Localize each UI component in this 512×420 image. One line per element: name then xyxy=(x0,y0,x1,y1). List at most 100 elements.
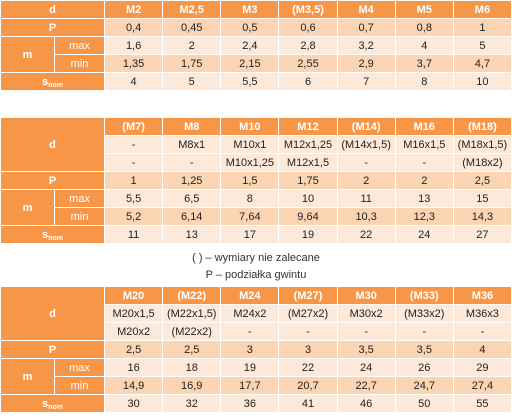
fine-thread-cell: M30x2 xyxy=(336,304,396,323)
pitch-cell: 0,5 xyxy=(220,18,280,37)
size-cell: (M33) xyxy=(394,286,454,305)
fine-thread-cell: - xyxy=(336,322,396,341)
pitch-cell: 3 xyxy=(278,340,338,359)
s-nom-row: snom 30 32 36 41 46 50 55 xyxy=(0,394,512,413)
pitch-row: P 1 1,25 1,5 1,75 2 2 2,5 xyxy=(0,171,512,190)
m-max-cell: 10 xyxy=(278,189,338,208)
m-max-cell: 1,6 xyxy=(104,36,164,55)
fine-thread-cell: - xyxy=(162,153,222,172)
size-header-row: d (M7) M8 M10 M12 (M14) M16 (M18) xyxy=(0,117,512,172)
size-cell: M2,5 xyxy=(162,0,222,19)
m-max-cell: 8 xyxy=(220,189,280,208)
size-cell: M16 xyxy=(394,117,454,136)
pitch-cell: 1,25 xyxy=(162,171,222,190)
note-not-recommended: ( ) – wymiary nie zalecane xyxy=(192,252,320,264)
m-min-cell: 4,7 xyxy=(452,54,512,73)
m-max-cell: 26 xyxy=(394,358,454,377)
pitch-cell: 0,6 xyxy=(278,18,338,37)
s-nom-cell: 7 xyxy=(336,72,396,91)
fine-thread-row-2: M20x2 (M22x2) - - - - - xyxy=(1,322,512,341)
size-cell: M8 xyxy=(162,117,222,136)
size-header-row: d M2 M2,5 M3 (M3,5) M4 M5 M6 xyxy=(0,0,512,19)
s-subscript: nom xyxy=(48,403,63,411)
size-cell: (M3,5) xyxy=(278,0,338,19)
size-cell: M36 xyxy=(452,286,512,305)
fine-thread-cell: (M33x2) xyxy=(394,304,454,323)
s-nom-cell: 10 xyxy=(452,72,512,91)
m-max-cell: 19 xyxy=(220,358,280,377)
size-cell: M12 xyxy=(278,117,338,136)
note-thread-pitch: P – podziałka gwintu xyxy=(205,269,307,281)
pitch-cell: 0,45 xyxy=(162,18,222,37)
fine-thread-cell: M36x3 xyxy=(452,304,512,323)
pitch-cell: 1,5 xyxy=(220,171,280,190)
size-cell: M4 xyxy=(336,0,396,19)
m-min-row: min 14,9 16,9 17,7 20,7 22,7 24,7 27,4 xyxy=(1,376,512,395)
m-min-cell: 6,14 xyxy=(162,207,222,226)
nut-dimensions-table-m7-m18: d (M7) M8 M10 M12 (M14) M16 (M18) - M8x1… xyxy=(0,117,512,244)
s-nom-cell: 22 xyxy=(336,225,396,244)
s-nom-cell: 19 xyxy=(278,225,338,244)
pitch-cell: 2,5 xyxy=(104,340,164,359)
size-cell: (M18) xyxy=(452,117,512,136)
fine-thread-cell: (M22x1,5) xyxy=(162,304,222,323)
fine-thread-cell: - xyxy=(452,322,512,341)
m-min-cell: 9,64 xyxy=(278,207,338,226)
s-nom-label: snom xyxy=(0,394,106,413)
m-max-cell: 2,8 xyxy=(278,36,338,55)
fine-thread-cell: M10x1 xyxy=(220,135,280,154)
size-cell: (M7) xyxy=(104,117,164,136)
fine-thread-cell: M20x2 xyxy=(104,322,164,341)
s-nom-row: snom 11 13 17 19 22 24 27 xyxy=(0,225,512,244)
fine-thread-cell: (M18x2) xyxy=(452,153,512,172)
fine-thread-cell: M20x1,5 xyxy=(104,304,164,323)
s-nom-cell: 24 xyxy=(394,225,454,244)
pitch-cell: 2,5 xyxy=(452,171,512,190)
m-max-row: m max 16 18 19 22 24 26 29 xyxy=(0,358,512,395)
d-label: d xyxy=(0,286,106,341)
s-nom-cell: 50 xyxy=(394,394,454,413)
s-letter: s xyxy=(42,75,49,88)
m-max-cell: 13 xyxy=(394,189,454,208)
pitch-cell: 1,75 xyxy=(278,171,338,190)
max-label: max xyxy=(53,36,106,55)
size-cell: M3 xyxy=(220,0,280,19)
min-label: min xyxy=(53,54,106,73)
s-nom-cell: 6 xyxy=(278,72,338,91)
m-min-cell: 5,2 xyxy=(104,207,164,226)
max-label: max xyxy=(53,358,106,377)
pitch-cell: 3 xyxy=(220,340,280,359)
fine-thread-cell: M12x1,5 xyxy=(278,153,338,172)
m-min-cell: 7,64 xyxy=(220,207,280,226)
m-min-cell: 20,7 xyxy=(278,376,338,395)
m-min-cell: 16,9 xyxy=(162,376,222,395)
s-nom-cell: 17 xyxy=(220,225,280,244)
s-nom-cell: 27 xyxy=(452,225,512,244)
m-max-cell: 5,5 xyxy=(104,189,164,208)
size-cell: M5 xyxy=(394,0,454,19)
fine-thread-cell: - xyxy=(394,322,454,341)
fine-thread-row-1: - M8x1 M10x1 M12x1,25 (M14x1,5) M16x1,5 … xyxy=(1,135,512,154)
m-max-cell: 2 xyxy=(162,36,222,55)
m-max-cell: 18 xyxy=(162,358,222,377)
fine-thread-cell: (M27x2) xyxy=(278,304,338,323)
pitch-cell: 3,5 xyxy=(336,340,396,359)
fine-thread-cell: M12x1,25 xyxy=(278,135,338,154)
fine-thread-cell: - xyxy=(336,153,396,172)
m-min-cell: 14,3 xyxy=(452,207,512,226)
m-label: m xyxy=(0,36,55,73)
fine-thread-cell: - xyxy=(220,322,280,341)
pitch-row: P 2,5 2,5 3 3 3,5 3,5 4 xyxy=(0,340,512,359)
m-min-cell: 24,7 xyxy=(394,376,454,395)
size-cell: M30 xyxy=(336,286,396,305)
pitch-cell: 3,5 xyxy=(394,340,454,359)
s-nom-cell: 8 xyxy=(394,72,454,91)
pitch-cell: 1 xyxy=(104,171,164,190)
m-min-cell: 3,7 xyxy=(394,54,454,73)
s-nom-cell: 41 xyxy=(278,394,338,413)
m-max-cell: 22 xyxy=(278,358,338,377)
pitch-label: P xyxy=(0,340,106,359)
pitch-cell: 0,7 xyxy=(336,18,396,37)
m-max-cell: 6,5 xyxy=(162,189,222,208)
fine-thread-cell: - xyxy=(278,322,338,341)
